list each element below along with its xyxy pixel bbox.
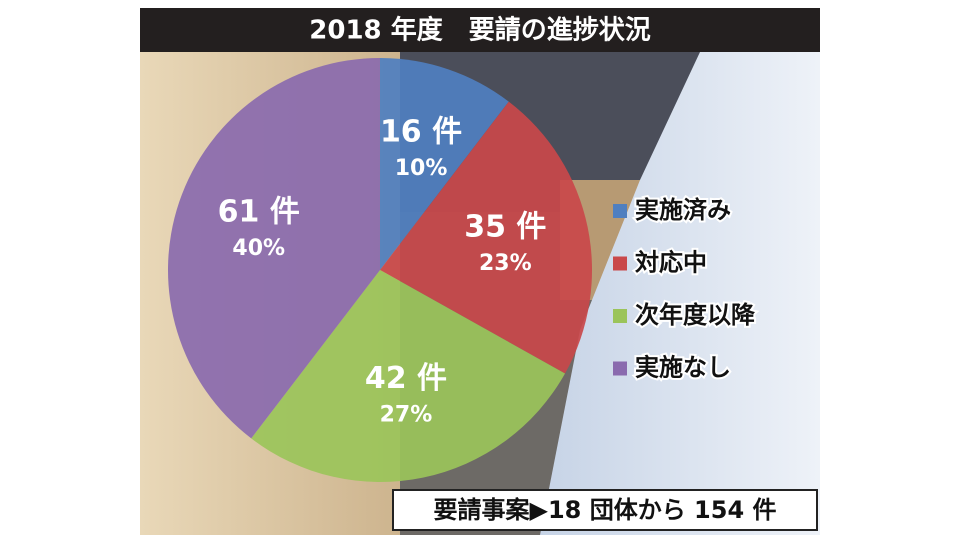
title-bar xyxy=(140,8,820,52)
legend-swatch xyxy=(613,309,627,323)
legend-swatch xyxy=(613,204,627,218)
percent-label: 27% xyxy=(380,402,433,427)
note: 要請事案▶18 団体から 154 件 xyxy=(433,496,776,524)
legend-label: 実施なし xyxy=(635,354,731,382)
percent-label: 40% xyxy=(232,236,285,261)
value-label: 16 件 xyxy=(380,114,462,149)
pie-slice xyxy=(380,101,592,374)
percent-label: 10% xyxy=(395,156,448,181)
value-label: 42 件 xyxy=(365,361,447,396)
pie: 16 件 10% 35 件 23% 42 件 27% 61 件 40% xyxy=(167,58,592,483)
value-label: 61 件 xyxy=(218,194,300,229)
legend-label: 対応中 xyxy=(635,249,707,277)
legend-label: 実施済み xyxy=(635,196,731,224)
note-box xyxy=(392,489,818,531)
percent-label: 23% xyxy=(479,251,532,276)
pie-slice xyxy=(251,270,566,483)
pie-slice xyxy=(380,58,509,270)
chart-title: 2018 年度 要請の進捗状況 xyxy=(309,15,650,46)
legend-label: 次年度以降 xyxy=(635,301,756,329)
legend-swatch xyxy=(613,256,627,271)
pie-slice xyxy=(167,58,380,439)
value-label: 35 件 xyxy=(464,210,546,245)
legend-swatch xyxy=(613,361,627,376)
